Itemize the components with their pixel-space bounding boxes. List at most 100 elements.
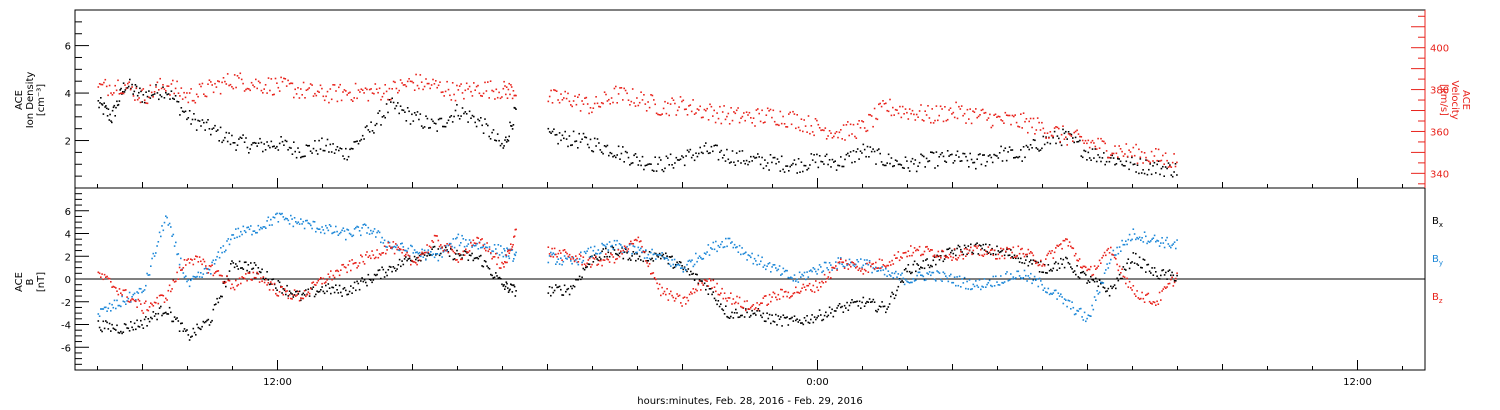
data-point: [382, 242, 385, 244]
data-point: [515, 228, 517, 231]
data-point: [409, 123, 412, 125]
data-point: [696, 260, 698, 263]
data-point: [236, 75, 239, 77]
data-point: [238, 138, 240, 140]
data-point: [1052, 135, 1054, 138]
data-point: [387, 241, 390, 244]
data-point: [644, 164, 647, 167]
data-point: [875, 266, 877, 269]
data-point: [911, 157, 914, 160]
data-point: [928, 266, 931, 269]
data-point: [501, 283, 503, 286]
data-point: [950, 273, 952, 276]
data-point: [871, 271, 873, 274]
data-point: [612, 155, 614, 158]
data-point: [1076, 141, 1078, 143]
data-point: [110, 281, 112, 283]
data-point: [181, 98, 184, 100]
data-point: [193, 99, 195, 102]
data-point: [472, 259, 475, 262]
data-point: [868, 156, 870, 158]
data-point: [188, 262, 191, 264]
data-point: [669, 153, 672, 156]
data-point: [285, 290, 287, 293]
data-point: [853, 263, 856, 265]
data-point: [203, 93, 205, 95]
data-point: [106, 310, 108, 312]
data-point: [147, 274, 150, 276]
data-point: [171, 320, 173, 323]
data-point: [327, 283, 330, 285]
data-point: [926, 272, 928, 274]
data-point: [800, 161, 803, 163]
data-point: [865, 270, 867, 272]
data-point: [457, 114, 460, 117]
data-point: [435, 253, 437, 255]
data-point: [488, 268, 491, 270]
data-point: [750, 117, 752, 119]
data-point: [464, 111, 467, 113]
data-point: [1046, 254, 1048, 257]
data-point: [940, 255, 942, 257]
data-point: [117, 304, 120, 307]
data-point: [827, 135, 829, 137]
data-point: [333, 84, 336, 86]
data-point: [508, 252, 511, 254]
data-point: [578, 258, 581, 260]
data-point: [1078, 258, 1081, 260]
data-point: [191, 278, 193, 280]
data-point: [1172, 274, 1175, 277]
data-point: [1051, 270, 1053, 272]
data-point: [1104, 163, 1106, 166]
data-point: [849, 123, 852, 126]
data-point: [375, 88, 378, 90]
data-point: [663, 257, 666, 259]
data-point: [371, 130, 374, 132]
data-point: [440, 91, 443, 94]
data-point: [1157, 148, 1160, 151]
data-point: [298, 223, 301, 225]
data-point: [918, 268, 921, 270]
data-point: [934, 119, 936, 122]
data-point: [105, 107, 108, 110]
data-point: [1146, 293, 1148, 296]
data-point: [949, 107, 952, 109]
data-point: [676, 261, 678, 264]
data-point: [506, 97, 509, 99]
data-point: [838, 164, 841, 167]
data-point: [960, 250, 962, 253]
data-point: [556, 286, 558, 289]
data-point: [1065, 130, 1067, 133]
data-point: [161, 314, 163, 317]
data-point: [1136, 236, 1138, 239]
data-point: [238, 77, 240, 79]
data-point: [1100, 262, 1102, 264]
data-point: [1043, 264, 1046, 266]
data-point: [392, 246, 395, 248]
data-point: [760, 260, 762, 263]
data-point: [1063, 138, 1066, 140]
data-point: [312, 220, 315, 223]
data-point: [1026, 253, 1028, 256]
data-point: [200, 328, 202, 331]
data-point: [1135, 252, 1137, 255]
data-point: [1001, 120, 1004, 122]
data-point: [206, 268, 208, 270]
data-point: [678, 159, 680, 161]
data-point: [296, 290, 298, 292]
data-point: [1010, 149, 1012, 151]
data-point: [131, 326, 133, 329]
data-point: [398, 112, 400, 115]
data-point: [1027, 264, 1030, 267]
data-point: [750, 314, 752, 317]
data-point: [332, 286, 335, 289]
data-point: [955, 258, 957, 260]
data-point: [984, 165, 987, 167]
data-point: [942, 260, 945, 263]
data-point: [505, 255, 508, 258]
data-point: [905, 279, 907, 281]
data-point: [712, 115, 714, 117]
data-point: [288, 290, 291, 292]
data-point: [1122, 155, 1125, 157]
